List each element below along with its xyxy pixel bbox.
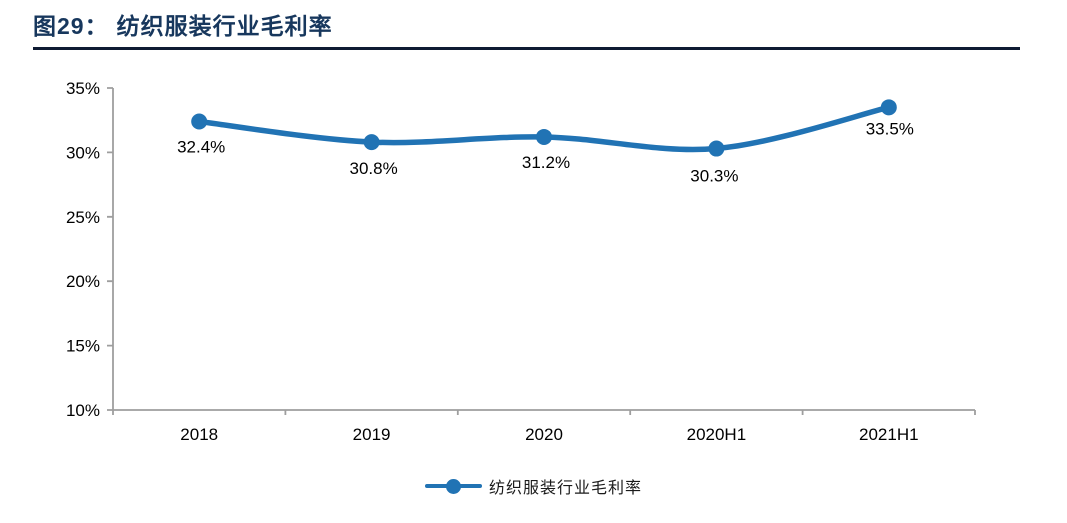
y-axis-tick-label: 20%	[66, 272, 100, 291]
data-point-label: 31.2%	[522, 153, 570, 172]
x-axis-tick-label: 2019	[353, 425, 391, 444]
x-axis-tick-label: 2018	[180, 425, 218, 444]
data-point-label: 30.3%	[690, 167, 738, 186]
data-point	[191, 113, 208, 130]
chart-legend: 纺织服装行业毛利率	[0, 474, 1067, 498]
data-point	[880, 99, 897, 116]
y-axis-tick-label: 35%	[66, 79, 100, 98]
data-point-label: 32.4%	[177, 137, 225, 156]
figure-title-text: 纺织服装行业毛利率	[116, 13, 333, 39]
y-axis-tick-label: 10%	[66, 401, 100, 420]
data-point-label: 33.5%	[866, 119, 914, 138]
data-point	[708, 140, 725, 157]
y-axis-tick-label: 15%	[66, 337, 100, 356]
figure-number: 图29：	[33, 13, 109, 39]
data-point	[363, 134, 380, 151]
figure-title: 图29： 纺织服装行业毛利率	[33, 7, 333, 41]
data-point	[536, 128, 552, 145]
x-axis-tick-label: 2020H1	[687, 425, 747, 444]
data-point-label: 30.8%	[349, 159, 397, 178]
title-rule	[33, 47, 1020, 50]
y-axis-tick-label: 25%	[66, 208, 100, 227]
x-axis-tick-label: 2020	[525, 425, 563, 444]
x-axis-tick-label: 2021H1	[859, 425, 919, 444]
axis-lines	[107, 87, 976, 415]
legend-dot-swatch	[445, 478, 461, 494]
y-axis-tick-label: 30%	[66, 143, 100, 162]
legend-line-marker-icon	[424, 478, 482, 494]
legend-label: 纺织服装行业毛利率	[488, 480, 642, 497]
